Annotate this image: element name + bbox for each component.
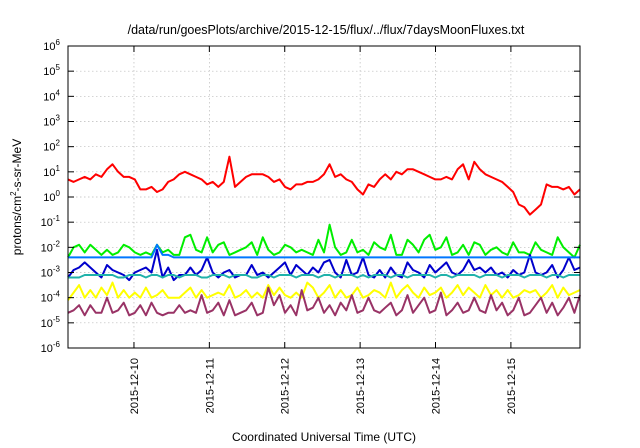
y-tick-label: 101 xyxy=(43,164,60,179)
series-line-3 xyxy=(67,248,581,282)
series-group xyxy=(67,155,581,317)
grid xyxy=(68,46,580,348)
y-tick-base: 10 xyxy=(41,217,53,229)
y-tick-exponent: 0 xyxy=(56,189,61,198)
y-axis: 10-610-510-410-310-210-11001011021031041… xyxy=(41,38,580,355)
y-tick-exponent: 2 xyxy=(56,139,61,148)
y-tick-base: 10 xyxy=(41,318,53,330)
y-tick-base: 10 xyxy=(43,66,55,78)
series-line-1 xyxy=(67,155,581,216)
y-tick-label: 10-4 xyxy=(41,290,61,305)
series-line-7 xyxy=(67,286,581,317)
y-tick-label: 10-6 xyxy=(41,340,61,355)
y-tick-label: 100 xyxy=(43,189,60,204)
x-tick-label: 2015-12-15 xyxy=(506,358,518,414)
y-tick-exponent: -2 xyxy=(53,239,61,248)
y-tick-exponent: -3 xyxy=(53,265,61,274)
y-tick-base: 10 xyxy=(43,167,55,179)
y-tick-base: 10 xyxy=(43,91,55,103)
x-tick-label: 2015-12-10 xyxy=(129,358,141,414)
x-tick-label: 2015-12-14 xyxy=(431,358,443,414)
y-tick-exponent: -5 xyxy=(53,315,61,324)
y-tick-base: 10 xyxy=(43,192,55,204)
y-tick-label: 105 xyxy=(43,63,60,78)
y-tick-base: 10 xyxy=(41,242,53,254)
y-label-exponent: 2 xyxy=(9,191,18,196)
x-tick-label: 2015-12-12 xyxy=(280,358,292,414)
y-label-rest: -s-sr-MeV xyxy=(10,139,24,192)
y-tick-label: 10-1 xyxy=(41,214,61,229)
y-tick-exponent: 6 xyxy=(56,38,61,47)
y-tick-base: 10 xyxy=(43,142,55,154)
x-axis-label: Coordinated Universal Time (UTC) xyxy=(232,430,416,444)
y-tick-base: 10 xyxy=(43,41,55,53)
y-tick-label: 106 xyxy=(43,38,60,53)
y-axis-label: protons/cm2-s-sr-MeV xyxy=(9,139,24,255)
y-tick-base: 10 xyxy=(41,268,53,280)
x-axis: 2015-12-10 2015-12-11 2015-12-12 2015-12-13… xyxy=(129,46,518,414)
y-tick-exponent: 1 xyxy=(56,164,61,173)
y-tick-base: 10 xyxy=(41,293,53,305)
y-tick-base: 10 xyxy=(41,343,53,355)
series-line-6 xyxy=(67,281,581,301)
y-tick-exponent: -1 xyxy=(53,214,61,223)
y-tick-exponent: -4 xyxy=(53,290,61,299)
x-tick-label: 2015-12-13 xyxy=(355,358,367,414)
chart-title: /data/run/goesPlots/archive/2015-12-15/f… xyxy=(128,23,525,37)
y-tick-label: 10-5 xyxy=(41,315,61,330)
y-tick-exponent: 5 xyxy=(56,63,61,72)
series-line-4 xyxy=(68,243,580,259)
y-tick-label: 104 xyxy=(43,88,60,103)
y-tick-base: 10 xyxy=(43,117,55,129)
x-tick-label: 2015-12-11 xyxy=(204,358,216,413)
y-tick-label: 102 xyxy=(43,139,60,154)
y-tick-exponent: -6 xyxy=(53,340,61,349)
series-line-5 xyxy=(68,274,580,279)
y-tick-label: 10-3 xyxy=(41,265,61,280)
y-tick-label: 103 xyxy=(43,114,60,129)
y-tick-exponent: 4 xyxy=(56,88,61,97)
y-tick-exponent: 3 xyxy=(56,114,61,123)
y-label-base: protons/cm xyxy=(10,196,24,255)
series-line-2 xyxy=(67,223,581,259)
y-tick-label: 10-2 xyxy=(41,239,61,254)
